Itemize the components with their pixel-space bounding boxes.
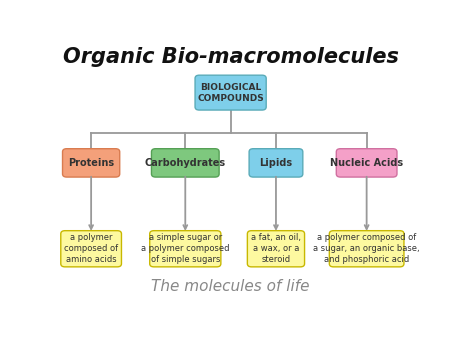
FancyBboxPatch shape <box>249 149 303 177</box>
Text: Lipids: Lipids <box>259 158 292 168</box>
Text: Nucleic Acids: Nucleic Acids <box>330 158 403 168</box>
Text: a polymer composed of
a sugar, an organic base,
and phosphoric acid: a polymer composed of a sugar, an organi… <box>313 233 420 264</box>
FancyBboxPatch shape <box>336 149 397 177</box>
FancyBboxPatch shape <box>63 149 120 177</box>
FancyBboxPatch shape <box>329 231 404 267</box>
FancyBboxPatch shape <box>195 75 266 110</box>
Text: Carbohydrates: Carbohydrates <box>145 158 226 168</box>
FancyBboxPatch shape <box>61 231 122 267</box>
FancyBboxPatch shape <box>152 149 219 177</box>
Text: The molecules of life: The molecules of life <box>151 279 310 294</box>
FancyBboxPatch shape <box>248 231 305 267</box>
Text: Proteins: Proteins <box>68 158 114 168</box>
Text: Organic Bio-macromolecules: Organic Bio-macromolecules <box>63 47 399 67</box>
Text: a fat, an oil,
a wax, or a
steroid: a fat, an oil, a wax, or a steroid <box>251 233 301 264</box>
Text: a polymer
composed of
amino acids: a polymer composed of amino acids <box>64 233 118 264</box>
Text: BIOLOGICAL
COMPOUNDS: BIOLOGICAL COMPOUNDS <box>197 82 264 103</box>
FancyBboxPatch shape <box>150 231 221 267</box>
Text: a simple sugar or
a polymer composed
of simple sugars: a simple sugar or a polymer composed of … <box>141 233 230 264</box>
